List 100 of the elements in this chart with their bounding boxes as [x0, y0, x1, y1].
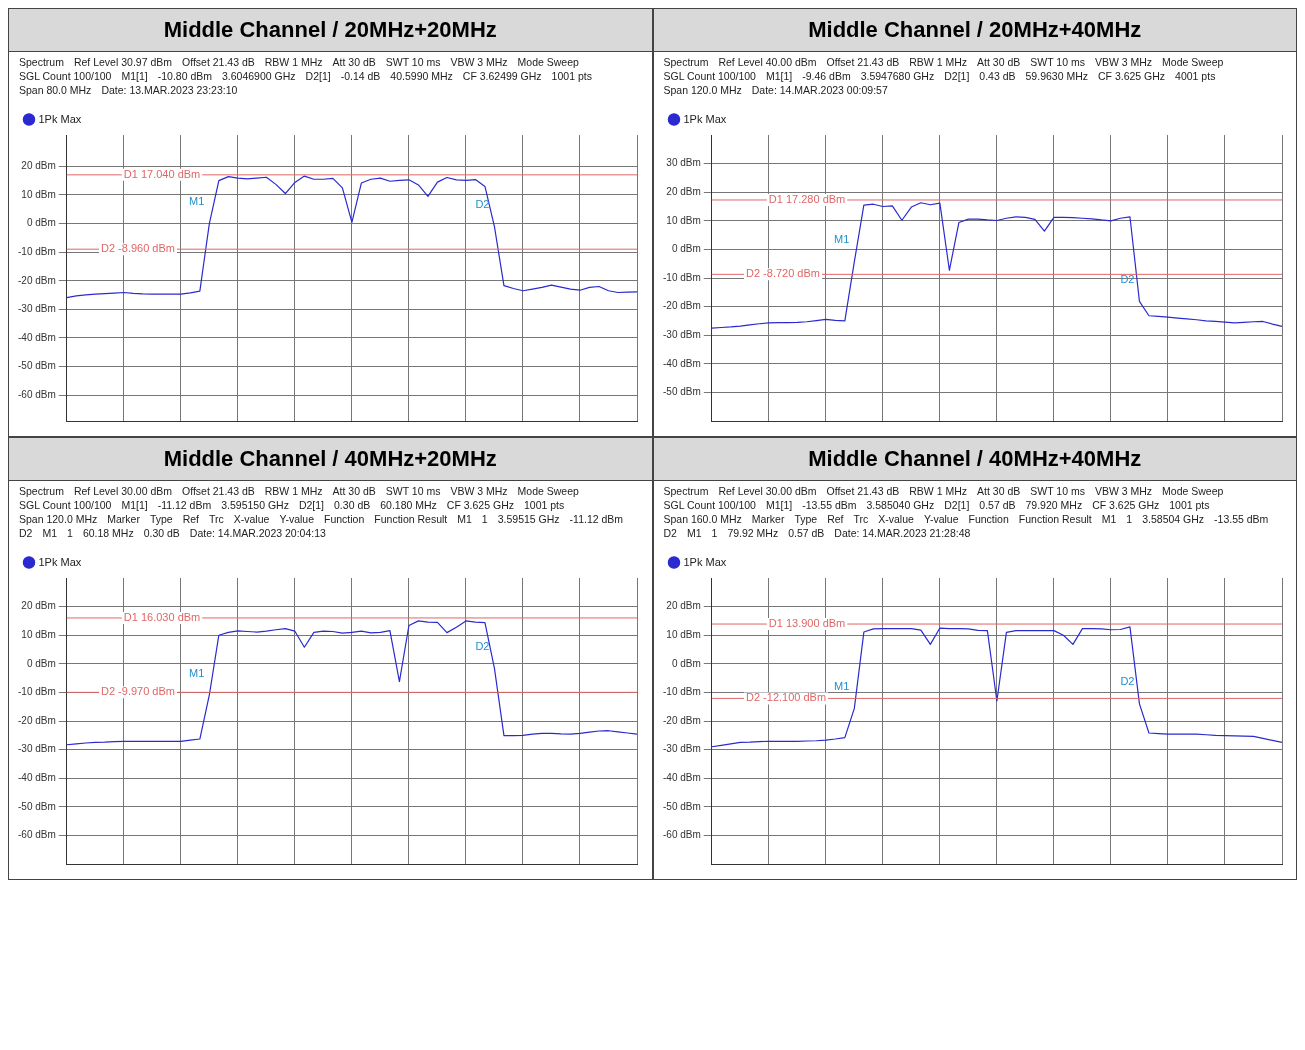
text: Type: [149, 513, 173, 525]
text: Function: [968, 513, 1009, 525]
text: Mode Sweep: [517, 485, 579, 497]
y-tick-label: 20 dBm: [665, 185, 701, 197]
text: Att 30 dB: [977, 56, 1021, 68]
y-tick-label: 10 dBm: [21, 628, 56, 640]
text: SWT 10 ms: [1030, 56, 1085, 68]
y-tick-label: 20 dBm: [665, 600, 701, 612]
text: Trc: [209, 513, 224, 525]
text: -9.46 dBm: [802, 70, 851, 82]
legend-label: 1Pk Max: [38, 555, 82, 568]
text: Span 120.0 MHz: [663, 84, 742, 96]
y-tick-label: -40 dBm: [662, 357, 701, 369]
text: Type: [794, 513, 818, 525]
y-tick-label: -30 dBm: [18, 303, 56, 315]
text: 40.5990 MHz: [390, 70, 453, 82]
text: D2: [19, 527, 33, 539]
ref-line-label: D2 -12.100 dBm: [745, 691, 826, 704]
text: RBW 1 MHz: [909, 485, 968, 497]
text: Ref Level 30.97 dBm: [73, 56, 172, 68]
text: Ref Level 30.00 dBm: [718, 485, 817, 497]
text: Ref: [827, 513, 844, 525]
text: 60.180 MHz: [380, 499, 437, 511]
text: D2[1]: [305, 70, 331, 82]
text: 3.6046900 GHz: [221, 70, 296, 82]
y-tick-label: 0 dBm: [671, 657, 701, 669]
text: RBW 1 MHz: [264, 56, 323, 68]
y-tick-label: 10 dBm: [21, 188, 56, 200]
text: CF 3.625 GHz: [1097, 70, 1166, 82]
y-tick-label: -10 dBm: [18, 245, 56, 257]
text: -11.12 dBm: [569, 513, 624, 525]
y-tick-label: -60 dBm: [18, 829, 56, 841]
chart-title: Middle Channel / 20MHz+20MHz: [9, 9, 652, 52]
chart-title: Middle Channel / 40MHz+20MHz: [9, 438, 652, 481]
ref-line-label: D2 -8.960 dBm: [101, 242, 175, 255]
text: M1[1]: [765, 70, 793, 82]
y-tick-label: -20 dBm: [18, 274, 56, 286]
text: SWT 10 ms: [1030, 485, 1085, 497]
text: Y-value: [279, 513, 315, 525]
text: RBW 1 MHz: [909, 56, 968, 68]
y-tick-label: -10 dBm: [662, 271, 701, 283]
text: Spectrum: [663, 485, 709, 497]
text: 0.30 dB: [143, 527, 180, 539]
ref-line-label: D1 17.280 dBm: [768, 193, 845, 206]
text: Date: 14.MAR.2023 20:04:13: [189, 527, 326, 539]
text: 0.57 dB: [788, 527, 825, 539]
y-tick-label: -60 dBm: [18, 388, 56, 400]
y-tick-label: -30 dBm: [662, 743, 701, 755]
legend-label: 1Pk Max: [38, 112, 82, 125]
text: Function Result: [1018, 513, 1092, 525]
text: Function Result: [374, 513, 448, 525]
text: Trc: [853, 513, 869, 525]
chart-title: Middle Channel / 20MHz+40MHz: [653, 9, 1296, 52]
ref-line-label: D2 -8.720 dBm: [745, 267, 820, 280]
y-tick-label: 0 dBm: [26, 657, 56, 669]
text: Marker: [107, 513, 140, 525]
text: Span 80.0 MHz: [19, 84, 92, 96]
ref-line-label: D2 -9.970 dBm: [101, 685, 175, 698]
text: VBW 3 MHz: [1094, 56, 1153, 68]
text: Spectrum: [19, 56, 64, 68]
y-tick-label: 20 dBm: [21, 600, 56, 612]
text: RBW 1 MHz: [264, 485, 323, 497]
text: -13.55 dBm: [1214, 513, 1269, 525]
text: X-value: [233, 513, 270, 525]
text: Att 30 dB: [332, 56, 376, 68]
text: SGL Count 100/100: [19, 499, 112, 511]
text: VBW 3 MHz: [1094, 485, 1153, 497]
text: D2[1]: [298, 499, 325, 511]
text: Function: [324, 513, 365, 525]
text: Att 30 dB: [332, 485, 376, 497]
text: Y-value: [923, 513, 959, 525]
text: SWT 10 ms: [385, 485, 441, 497]
text: M1[1]: [121, 499, 148, 511]
text: Span 120.0 MHz: [19, 513, 98, 525]
y-tick-label: -50 dBm: [18, 360, 56, 372]
text: SGL Count 100/100: [19, 70, 112, 82]
text: -0.14 dB: [340, 70, 381, 82]
ref-line-label: D1 17.040 dBm: [123, 167, 201, 180]
text: CF 3.625 GHz: [446, 499, 514, 511]
text: 3.595150 GHz: [221, 499, 289, 511]
text: Offset 21.43 dB: [182, 485, 255, 497]
text: M1: [457, 513, 472, 525]
text: Date: 13.MAR.2023 23:23:10: [101, 84, 238, 96]
text: VBW 3 MHz: [450, 485, 508, 497]
y-tick-label: -10 dBm: [662, 686, 701, 698]
y-tick-label: -30 dBm: [18, 743, 56, 755]
text: 3.5947680 GHz: [860, 70, 935, 82]
text: -10.80 dBm: [157, 70, 212, 82]
y-tick-label: 0 dBm: [26, 217, 56, 229]
y-tick-label: -50 dBm: [18, 800, 56, 812]
text: 60.18 MHz: [82, 527, 134, 539]
text: Ref Level 30.00 dBm: [73, 485, 172, 497]
text: 1: [711, 527, 718, 539]
ref-line-label: D1 16.030 dBm: [123, 610, 201, 623]
y-tick-label: -50 dBm: [662, 386, 701, 398]
text: Mode Sweep: [517, 56, 579, 68]
text: D2: [663, 527, 677, 539]
text: X-value: [878, 513, 914, 525]
y-tick-label: -40 dBm: [18, 771, 56, 783]
data-label: M1: [833, 233, 849, 246]
